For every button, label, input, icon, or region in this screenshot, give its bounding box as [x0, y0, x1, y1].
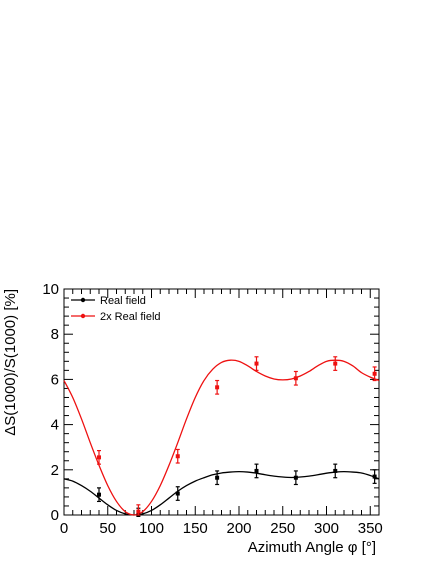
fit-curves — [63, 359, 380, 516]
x-axis-label: Azimuth Angle φ [°] — [248, 539, 376, 556]
x-tick-label: 100 — [139, 520, 164, 537]
data-point-real-field — [293, 475, 298, 480]
x-axis-ticks: 0 50 100 150 200 250 300 350 — [60, 289, 383, 537]
y-tick-label: 4 — [51, 417, 59, 434]
data-points — [97, 356, 377, 517]
data-point-2x-real-field — [175, 454, 180, 459]
data-point-real-field — [215, 475, 220, 480]
data-point-real-field — [254, 468, 259, 473]
x-tick-label: 200 — [226, 520, 251, 537]
x-tick-label: 250 — [270, 520, 295, 537]
x-tick-label: 300 — [314, 520, 339, 537]
data-point-real-field — [175, 491, 180, 496]
y-axis-label: ΔS(1000)/S(1000) [%] — [2, 289, 19, 436]
data-point-2x-real-field — [136, 509, 141, 514]
data-point-2x-real-field — [293, 376, 298, 381]
data-point-2x-real-field — [215, 385, 220, 390]
legend-label-2x-real-field: 2x Real field — [100, 311, 161, 323]
fit-curve-2x-real-field — [63, 359, 380, 516]
data-point-2x-real-field — [254, 361, 259, 366]
data-point-real-field — [333, 468, 338, 473]
data-point-real-field — [372, 474, 377, 479]
x-tick-label: 50 — [99, 520, 116, 537]
y-tick-label: 0 — [51, 507, 59, 524]
data-point-real-field — [97, 492, 101, 497]
legend-marker-2x-real-field — [80, 313, 86, 319]
legend-marker-real-field — [80, 297, 86, 303]
legend-label-real-field: Real field — [100, 295, 146, 307]
data-point-2x-real-field — [97, 455, 101, 460]
fit-curve-real-field — [63, 470, 380, 516]
y-tick-label: 2 — [51, 462, 59, 479]
data-point-2x-real-field — [333, 361, 338, 366]
x-tick-label: 0 — [60, 520, 68, 537]
y-tick-label: 10 — [42, 281, 59, 298]
data-point-2x-real-field — [372, 371, 377, 376]
y-tick-label: 6 — [51, 371, 59, 388]
y-axis-ticks: 0 2 4 6 8 10 — [42, 281, 379, 524]
x-tick-label: 350 — [358, 520, 383, 537]
x-tick-label: 150 — [183, 520, 208, 537]
y-tick-label: 8 — [51, 326, 59, 343]
legend: Real field 2x Real field — [71, 295, 161, 323]
